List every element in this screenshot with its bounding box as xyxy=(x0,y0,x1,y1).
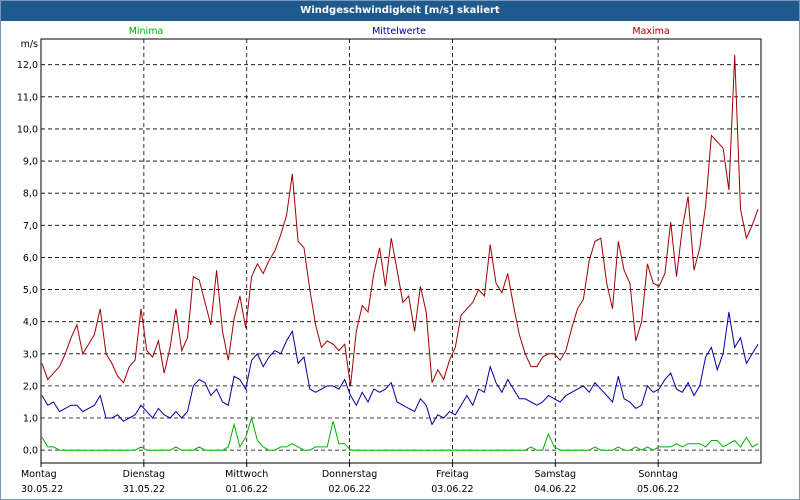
y-axis-unit: m/s xyxy=(21,39,38,50)
x-tick-day: Mittwoch xyxy=(225,469,268,480)
y-tick-label: 9,0 xyxy=(23,157,38,168)
chart-title: Windgeschwindigkeit [m/s] skaliert xyxy=(1,1,799,21)
series-line-minima xyxy=(41,416,759,451)
x-tick-date: 05.06.22 xyxy=(637,484,679,495)
y-tick-label: 1,0 xyxy=(23,414,38,425)
y-tick-label: 2,0 xyxy=(23,381,38,392)
x-tick-date: 04.06.22 xyxy=(534,484,576,495)
legend: Minima Mittelwerte Maxima xyxy=(129,26,670,37)
y-tick-label: 4,0 xyxy=(23,317,38,328)
y-axis: 0,0 1,0 2,0 3,0 4,0 5,0 6,0 7,0 8,0 9,0 10,0 11,0 12… xyxy=(17,39,38,457)
wind-speed-chart: 0,0 1,0 2,0 3,0 4,0 5,0 6,0 7,0 8,0 9,0 10,0 11,0 12… xyxy=(17,26,762,495)
legend-maxima: Maxima xyxy=(632,26,669,37)
x-tick-day: Samstag xyxy=(534,469,576,480)
y-tick-label: 5,0 xyxy=(23,285,38,296)
x-tick-day: Sonntag xyxy=(638,469,677,480)
y-tick-label: 6,0 xyxy=(23,253,38,264)
y-tick-label: 3,0 xyxy=(23,349,38,360)
x-tick-date: 31.05.22 xyxy=(123,484,165,495)
x-tick-day: Montag xyxy=(21,469,57,480)
legend-minima: Minima xyxy=(129,26,164,37)
series xyxy=(41,55,759,451)
grid xyxy=(41,39,761,463)
series-line-mittelwerte xyxy=(41,311,759,426)
x-tick-day: Freitag xyxy=(436,469,469,480)
y-tick-label: 10,0 xyxy=(17,124,38,135)
y-tick-label: 11,0 xyxy=(17,92,38,103)
x-tick-date: 30.05.22 xyxy=(21,484,63,495)
y-tick-label: 12,0 xyxy=(17,60,38,71)
x-tick-day: Dienstag xyxy=(123,469,165,480)
plot-border xyxy=(40,38,762,464)
y-tick-label: 8,0 xyxy=(23,189,38,200)
y-tick-label: 7,0 xyxy=(23,221,38,232)
x-tick-date: 01.06.22 xyxy=(226,484,268,495)
series-line-maxima xyxy=(41,55,759,386)
x-tick-date: 03.06.22 xyxy=(431,484,473,495)
y-tick-label: 0,0 xyxy=(23,446,38,457)
x-axis: Montag 30.05.22 Dienstag 31.05.22 Mittwoch 01… xyxy=(21,463,679,495)
legend-mittelwerte: Mittelwerte xyxy=(372,26,426,37)
x-tick-day: Donnerstag xyxy=(322,469,377,480)
x-tick-date: 02.06.22 xyxy=(328,484,370,495)
